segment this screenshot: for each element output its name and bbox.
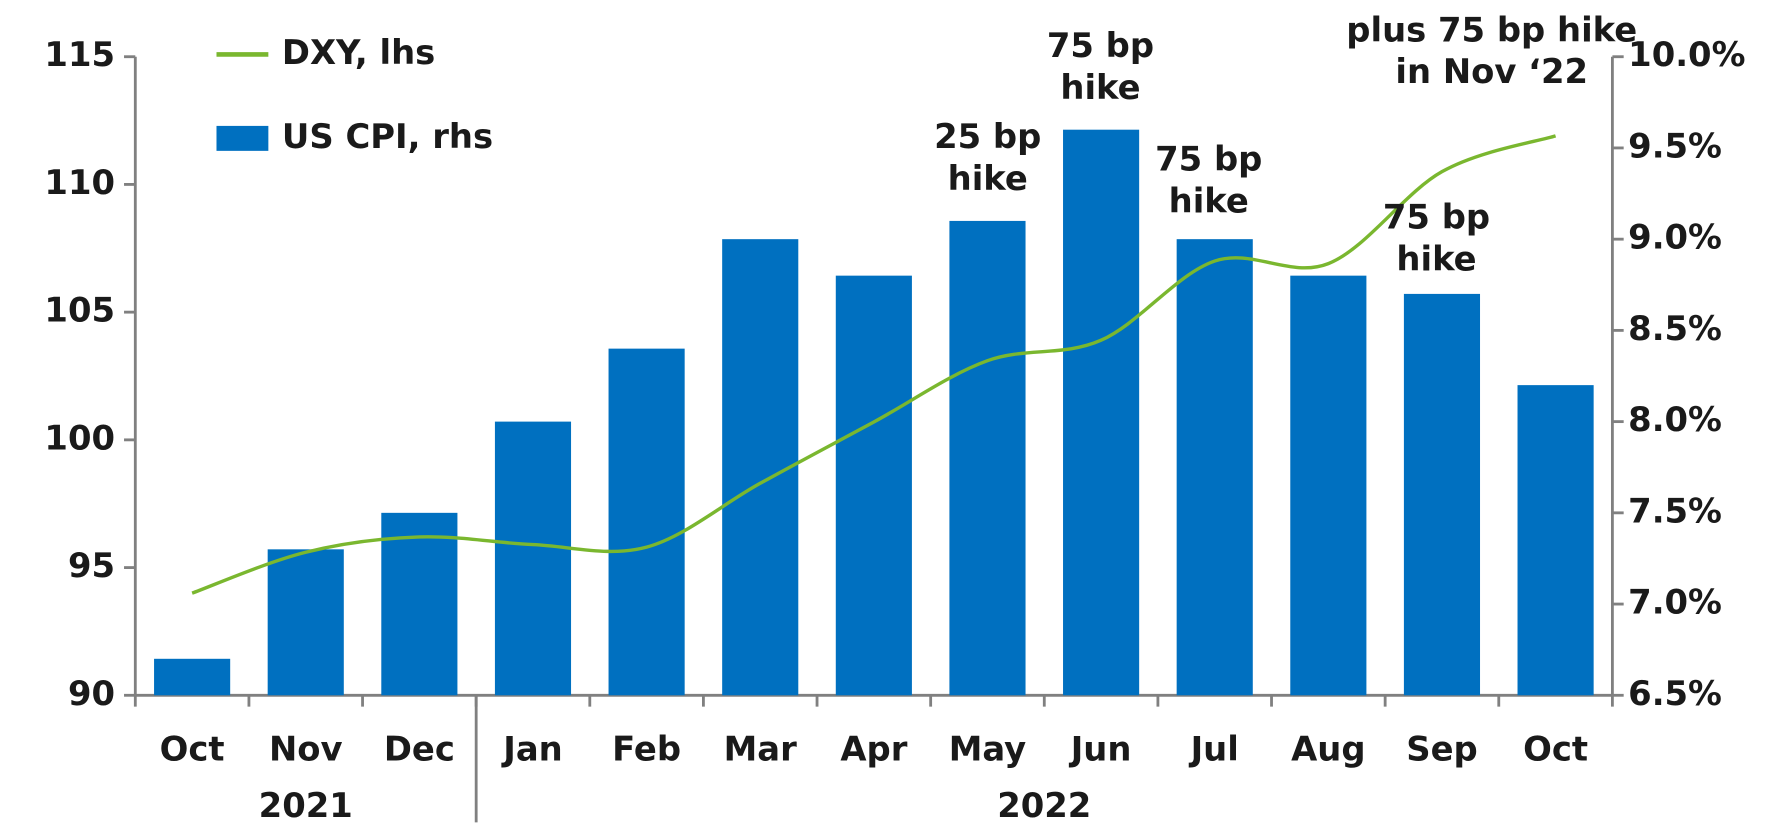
annotation: 75 bp (1383, 197, 1490, 236)
x-tick-label: Jul (1189, 729, 1239, 768)
annotation: hike (1060, 68, 1140, 107)
bar (949, 220, 1026, 696)
y2-tick-label: 9.5% (1628, 126, 1722, 165)
annotation: 25 bp (934, 117, 1041, 156)
x-tick-label: Nov (269, 729, 343, 768)
x-tick-label: Jan (501, 729, 562, 768)
x-tick-label: Feb (612, 729, 681, 768)
y-tick-label: 115 (44, 35, 115, 74)
bar (494, 421, 572, 696)
legend-label: DXY, lhs (282, 33, 435, 72)
legend-swatch (216, 125, 269, 151)
bar (835, 275, 912, 696)
legend-label: US CPI, rhs (282, 117, 493, 156)
y2-tick-label: 7.5% (1628, 491, 1722, 530)
bar (267, 549, 344, 696)
x-tick-label: May (949, 729, 1026, 768)
y2-tick-label: 8.5% (1628, 309, 1722, 348)
bar (1290, 275, 1367, 696)
annotation: hike (948, 159, 1028, 198)
annotation: 75 bp (1155, 139, 1262, 178)
x-tick-label: Sep (1406, 729, 1477, 768)
x-tick-label: Dec (384, 729, 455, 768)
annotation: hike (1169, 181, 1249, 220)
x-tick-label: Mar (724, 729, 797, 768)
line (191, 134, 1557, 595)
x-tick-label: Apr (840, 729, 907, 768)
x-tick-label: Aug (1291, 729, 1365, 768)
y2-tick-label: 8.0% (1628, 400, 1722, 439)
x-tick-label: Oct (160, 729, 225, 768)
bar (381, 512, 458, 696)
bar (608, 348, 685, 696)
y2-tick-label: 9.0% (1628, 218, 1722, 257)
y2-tick-label: 6.5% (1628, 674, 1722, 713)
year-label: 2021 (259, 786, 353, 825)
y-tick-label: 100 (44, 418, 115, 457)
y2-tick-label: 10.0% (1628, 35, 1745, 74)
x-tick-label: Oct (1523, 729, 1588, 768)
y-tick-label: 105 (44, 291, 115, 330)
annotation: plus 75 bp hike (1346, 10, 1637, 49)
y-tick-label: 90 (68, 674, 115, 713)
y-tick-label: 110 (44, 163, 115, 202)
bar (154, 658, 231, 696)
bar (1176, 239, 1253, 696)
year-label: 2022 (997, 786, 1091, 825)
bar (722, 239, 799, 696)
annotation: hike (1396, 239, 1476, 278)
annotation: in Nov ‘22 (1395, 52, 1588, 91)
x-tick-label: Jun (1069, 729, 1132, 768)
y-tick-label: 95 (68, 546, 115, 585)
annotation: 75 bp (1047, 26, 1154, 65)
y2-tick-label: 7.0% (1628, 583, 1722, 622)
bar (1063, 129, 1140, 696)
bar (1403, 293, 1481, 696)
bar (1517, 385, 1594, 696)
